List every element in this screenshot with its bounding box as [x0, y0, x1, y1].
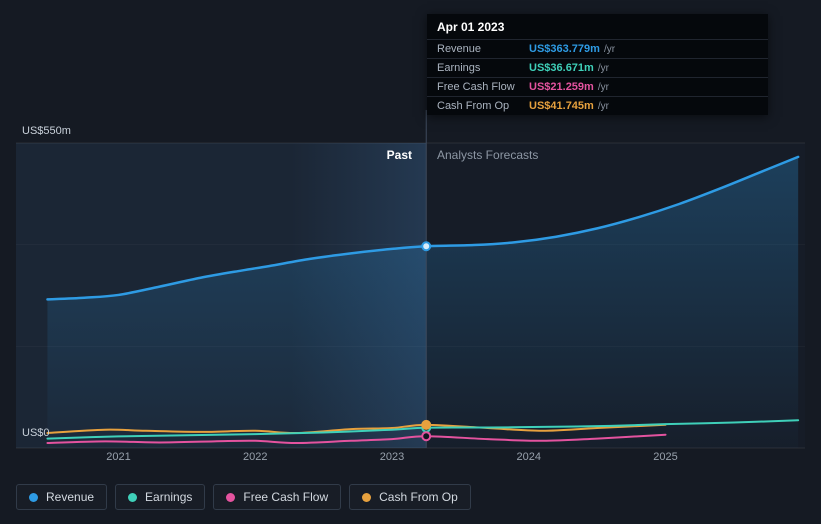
tooltip-value: US$363.779m: [529, 43, 600, 55]
legend-item-cash-from-op[interactable]: Cash From Op: [349, 484, 471, 510]
tooltip-value: US$41.745m: [529, 100, 594, 112]
tooltip-row: Cash From Op US$41.745m /yr: [427, 96, 768, 115]
legend-label: Free Cash Flow: [243, 490, 329, 504]
series-line-revenue: [46, 155, 800, 301]
tooltip-label: Earnings: [437, 62, 481, 74]
tooltip-label: Revenue: [437, 43, 482, 55]
analysts-forecasts-label: Analysts Forecasts: [437, 148, 539, 162]
legend-item-revenue[interactable]: Revenue: [16, 484, 108, 510]
tooltip-value: US$21.259m: [529, 81, 594, 93]
series-line-cash-from-op: [46, 423, 667, 435]
divider-marker: [421, 431, 432, 442]
legend-dot: [362, 492, 372, 502]
tooltip-label: Cash From Op: [437, 100, 510, 112]
x-tick-label: 2021: [106, 451, 131, 463]
x-tick-label: 2022: [243, 451, 268, 463]
x-tick-label: 2024: [516, 451, 542, 463]
tooltip-suffix: /yr: [597, 101, 609, 112]
tooltip-suffix: /yr: [597, 63, 609, 74]
tooltip-row: Revenue US$363.779m /yr: [427, 39, 768, 58]
tooltip-row: Earnings US$36.671m /yr: [427, 58, 768, 77]
divider-marker: [421, 241, 432, 252]
y-axis-label-bottom: US$0: [22, 427, 50, 439]
chart-tooltip: Apr 01 2023 Revenue US$363.779m /yr Earn…: [427, 14, 768, 115]
y-axis-label-top: US$550m: [22, 125, 71, 137]
tooltip-label: Free Cash Flow: [437, 81, 515, 93]
x-tick-label: 2025: [653, 451, 678, 463]
series-line-free-cash-flow: [46, 433, 667, 445]
legend-dot: [226, 492, 236, 502]
legend-label: Revenue: [46, 490, 95, 504]
tooltip-suffix: /yr: [597, 82, 609, 93]
x-tick-label: 2023: [379, 451, 405, 463]
tooltip-date: Apr 01 2023: [437, 20, 505, 34]
divider-marker: [421, 419, 432, 430]
legend-dot: [128, 492, 138, 502]
tooltip-row: Free Cash Flow US$21.259m /yr: [427, 77, 768, 96]
tooltip-suffix: /yr: [603, 44, 616, 55]
chart-legend: Revenue Earnings Free Cash Flow Cash Fro…: [16, 484, 471, 510]
tooltip-value: US$36.671m: [529, 62, 594, 74]
legend-dot: [29, 492, 38, 502]
legend-label: Cash From Op: [379, 490, 458, 504]
legend-item-free-cash-flow[interactable]: Free Cash Flow: [213, 484, 342, 510]
legend-label: Earnings: [145, 490, 193, 504]
legend-item-earnings[interactable]: Earnings: [115, 484, 206, 510]
past-label: Past: [386, 148, 412, 162]
